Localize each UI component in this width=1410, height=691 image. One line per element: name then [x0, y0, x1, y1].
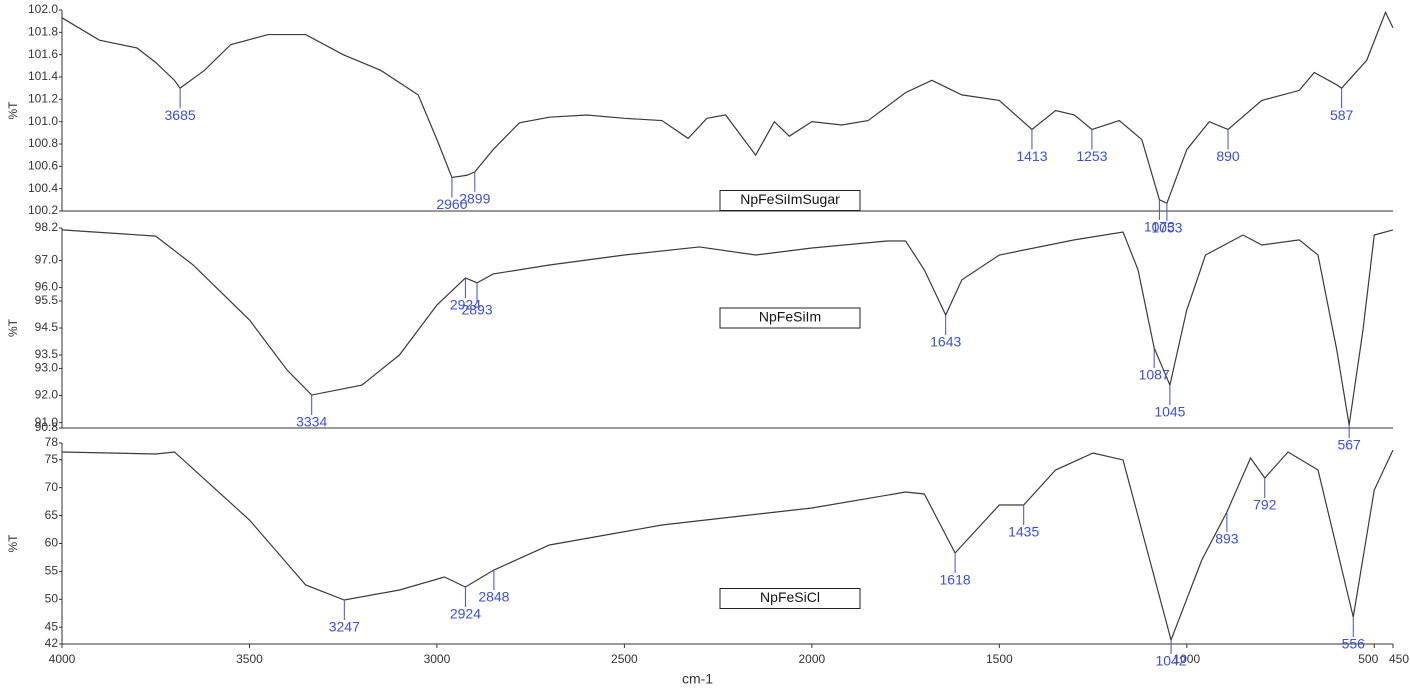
y-tick-label: 97.0: [35, 253, 59, 267]
peak-label: 3685: [165, 107, 196, 123]
x-tick-label: 450: [1389, 652, 1409, 666]
y-tick-label: 101.0: [28, 114, 58, 128]
y-tick-label: 60: [45, 536, 59, 550]
y-tick-label: 100.6: [28, 159, 58, 173]
peak-label: 1435: [1008, 524, 1039, 540]
peak-label: 587: [1330, 107, 1354, 123]
y-tick-label: 92.0: [35, 388, 59, 402]
y-axis-label: %T: [6, 101, 20, 120]
y-tick-label: 100.8: [28, 136, 58, 150]
peak-label: 556: [1342, 636, 1366, 652]
peak-label: 2960: [436, 196, 467, 212]
peak-label: 3247: [329, 619, 360, 635]
peak-label: 792: [1253, 497, 1277, 513]
y-tick-label: 55: [45, 564, 59, 578]
y-tick-label: 101.8: [28, 25, 58, 39]
x-tick-label: 2500: [611, 652, 638, 666]
peak-label: 1042: [1155, 653, 1186, 669]
peak-label: 1045: [1154, 404, 1185, 420]
x-tick-label: 3500: [236, 652, 263, 666]
y-axis-label: %T: [6, 318, 20, 337]
peak-label: 1073: [1144, 219, 1175, 235]
peak-label: 2848: [478, 589, 509, 605]
y-tick-label: 101.4: [28, 69, 58, 83]
peak-label: 890: [1216, 148, 1240, 164]
peak-label: 567: [1337, 437, 1361, 453]
y-tick-label: 90.8: [35, 420, 59, 434]
legend-box: [719, 307, 861, 329]
y-tick-label: 50: [45, 592, 59, 606]
peak-label: 1643: [930, 334, 961, 350]
peak-label: 1253: [1076, 148, 1107, 164]
y-axis-label: %T: [6, 534, 20, 553]
peak-label: 1618: [940, 572, 971, 588]
peak-label: 893: [1215, 531, 1239, 547]
legend-box: [719, 588, 861, 609]
spectrum-line: [61, 229, 1394, 426]
y-tick-label: 65: [45, 508, 59, 522]
y-tick-label: 70: [45, 480, 59, 494]
legend-box: [719, 190, 861, 211]
peak-label: 2899: [459, 191, 490, 207]
legend-label: NpFeSiIm: [759, 309, 821, 325]
y-tick-label: 102.0: [28, 2, 58, 16]
y-tick-label: 101.6: [28, 47, 58, 61]
y-tick-label: 96.0: [35, 280, 59, 294]
spectrum-line: [61, 10, 1394, 204]
peak-label: 1087: [1139, 367, 1170, 383]
x-tick-label: 4000: [49, 652, 76, 666]
y-tick-label: 42: [45, 636, 59, 650]
y-tick-label: 91.0: [35, 415, 59, 429]
peak-label: 2924: [450, 606, 481, 622]
spectrum-line: [61, 449, 1394, 642]
y-tick-label: 100.4: [28, 181, 58, 195]
x-tick-label: 1000: [1173, 652, 1200, 666]
y-tick-label: 100.2: [28, 203, 58, 217]
legend-label: NpFeSiImSugar: [740, 191, 840, 207]
y-tick-label: 101.2: [28, 92, 58, 106]
y-tick-label: 95.5: [35, 293, 59, 307]
peak-label: 3334: [296, 414, 327, 430]
y-tick-label: 93.5: [35, 347, 59, 361]
peak-label: 2924: [450, 297, 481, 313]
x-tick-label: 3000: [424, 652, 451, 666]
peak-label: 1413: [1016, 148, 1047, 164]
y-tick-label: 98.2: [35, 220, 59, 234]
y-tick-label: 93.0: [35, 361, 59, 375]
x-axis-label: cm-1: [682, 671, 713, 686]
x-tick-label: 2000: [799, 652, 826, 666]
peak-label: 1053: [1151, 220, 1182, 236]
y-tick-label: 94.5: [35, 320, 59, 334]
y-tick-label: 45: [45, 619, 59, 633]
x-tick-label: 500: [1358, 652, 1378, 666]
y-tick-label: 78: [45, 435, 59, 449]
legend-label: NpFeSiCl: [760, 589, 820, 605]
x-tick-label: 1500: [986, 652, 1013, 666]
y-tick-label: 75: [45, 452, 59, 466]
peak-label: 2893: [461, 302, 492, 318]
